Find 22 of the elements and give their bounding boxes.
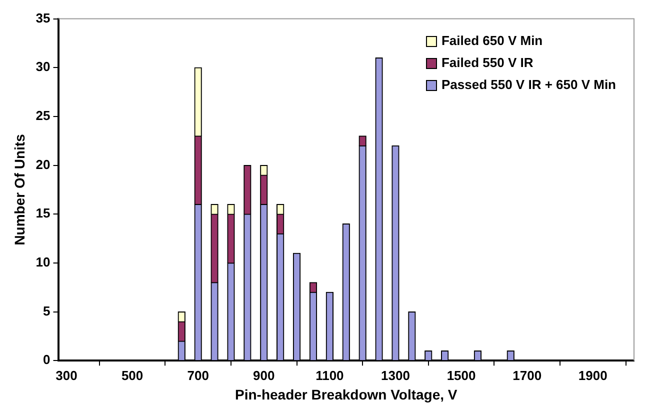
x-tick-label: 1500 bbox=[446, 368, 476, 383]
y-tick-label: 10 bbox=[36, 254, 50, 270]
y-axis-title: Number Of Units bbox=[11, 134, 28, 246]
y-tick-label: 35 bbox=[36, 10, 50, 26]
x-tick-label: 300 bbox=[56, 368, 78, 383]
x-tick-label: 700 bbox=[187, 368, 209, 383]
legend-label: Failed 550 V IR bbox=[441, 54, 534, 72]
y-tick-label: 5 bbox=[43, 303, 50, 318]
x-tick-label: 1700 bbox=[512, 368, 542, 383]
y-tick-label: 25 bbox=[36, 108, 50, 124]
x-tick-label: 500 bbox=[121, 368, 144, 383]
x-tick-label: 1900 bbox=[578, 368, 608, 383]
legend-label: Passed 550 V IR + 650 V Min bbox=[441, 76, 616, 94]
legend-label: Failed 650 V Min bbox=[441, 32, 543, 50]
y-tick-label: 15 bbox=[36, 206, 50, 221]
x-tick-label: 1300 bbox=[381, 368, 410, 383]
y-tick-label: 30 bbox=[36, 59, 50, 74]
y-tick-label: 20 bbox=[36, 156, 50, 172]
x-axis-title: Pin-header Breakdown Voltage, V bbox=[235, 386, 458, 402]
y-tick-label: 0 bbox=[43, 352, 50, 368]
x-tick-label: 900 bbox=[253, 368, 275, 383]
x-tick-label: 1100 bbox=[316, 368, 344, 383]
